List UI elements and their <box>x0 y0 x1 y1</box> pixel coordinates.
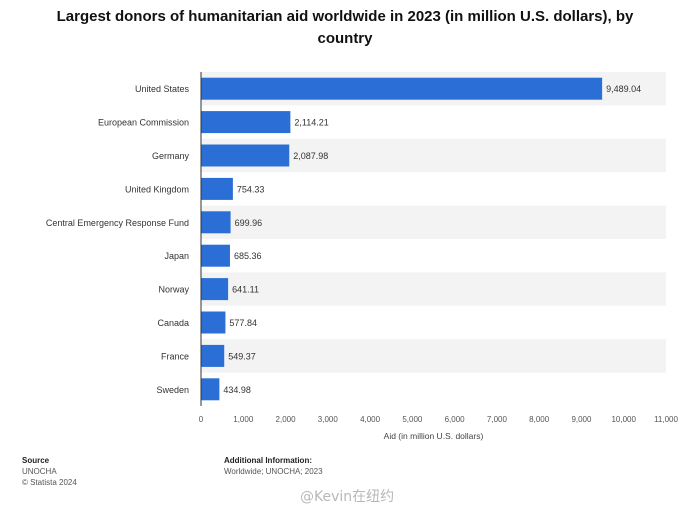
x-axis-ticks: 0 1,000 2,000 3,000 4,000 5,000 6,000 7,000 8,00… <box>199 415 679 424</box>
row-band <box>201 339 666 373</box>
x-tick-label: 10,000 <box>611 415 636 424</box>
x-tick-label: 2,000 <box>276 415 297 424</box>
row-bands <box>201 72 666 373</box>
chart-title: Largest donors of humanitarian aid world… <box>56 8 634 47</box>
bar <box>201 211 231 234</box>
category-label: France <box>161 351 189 361</box>
additional-info-block: Additional Information: Worldwide; UNOCH… <box>224 455 323 477</box>
category-labels: United States European Commission Germany U… <box>46 84 190 395</box>
x-tick-label: 4,000 <box>360 415 381 424</box>
data-label: 754.33 <box>237 184 265 194</box>
bar <box>201 244 230 267</box>
bars <box>201 77 603 401</box>
x-tick-label: 3,000 <box>318 415 339 424</box>
data-label: 2,114.21 <box>294 118 328 128</box>
category-label: United Kingdom <box>125 184 189 194</box>
row-band <box>201 272 666 306</box>
data-label: 9,489.04 <box>606 84 641 94</box>
bar <box>201 144 290 167</box>
data-label: 2,087.98 <box>293 151 328 161</box>
x-tick-label: 1,000 <box>233 415 254 424</box>
watermark: @Kevin在纽约 <box>300 489 395 505</box>
data-label: 549.37 <box>228 351 256 361</box>
category-label: Central Emergency Response Fund <box>46 218 189 228</box>
bar <box>201 77 603 100</box>
x-tick-label: 0 <box>199 415 204 424</box>
bar <box>201 344 225 367</box>
bar <box>201 378 220 401</box>
category-label: Japan <box>164 251 189 261</box>
category-label: Norway <box>158 285 189 295</box>
additional-info-line: Worldwide; UNOCHA; 2023 <box>224 467 323 476</box>
source-block: Source UNOCHA © Statista 2024 <box>22 455 77 488</box>
data-label: 699.96 <box>235 218 263 228</box>
category-label: European Commission <box>98 118 189 128</box>
data-label: 577.84 <box>229 318 257 328</box>
x-tick-label: 8,000 <box>529 415 550 424</box>
bar <box>201 111 291 134</box>
data-label: 685.36 <box>234 251 262 261</box>
category-label: Germany <box>152 151 190 161</box>
source-heading: Source <box>22 456 50 465</box>
additional-info-heading: Additional Information: <box>224 456 312 465</box>
x-tick-label: 5,000 <box>402 415 423 424</box>
x-tick-label: 11,000 <box>654 415 678 424</box>
bar-chart: United States European Commission Germany U… <box>46 72 679 441</box>
bar <box>201 278 229 301</box>
x-axis-label: Aid (in million U.S. dollars) <box>384 431 484 441</box>
category-label: United States <box>135 84 190 94</box>
category-label: Sweden <box>156 385 189 395</box>
copyright-line: © Statista 2024 <box>22 478 77 487</box>
bar <box>201 177 233 200</box>
x-tick-label: 7,000 <box>487 415 508 424</box>
bar <box>201 311 226 334</box>
category-label: Canada <box>157 318 189 328</box>
data-label: 434.98 <box>223 385 251 395</box>
x-tick-label: 9,000 <box>571 415 592 424</box>
x-tick-label: 6,000 <box>445 415 466 424</box>
value-labels: 9,489.04 2,114.21 2,087.98 754.33 699.96 685.… <box>223 84 641 395</box>
row-band <box>201 205 666 239</box>
source-line: UNOCHA <box>22 467 57 476</box>
data-label: 641.11 <box>232 285 259 295</box>
